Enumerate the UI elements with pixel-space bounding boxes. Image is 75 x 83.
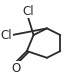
Text: Cl: Cl bbox=[22, 5, 34, 18]
Text: Cl: Cl bbox=[1, 29, 12, 42]
Text: O: O bbox=[12, 62, 21, 75]
